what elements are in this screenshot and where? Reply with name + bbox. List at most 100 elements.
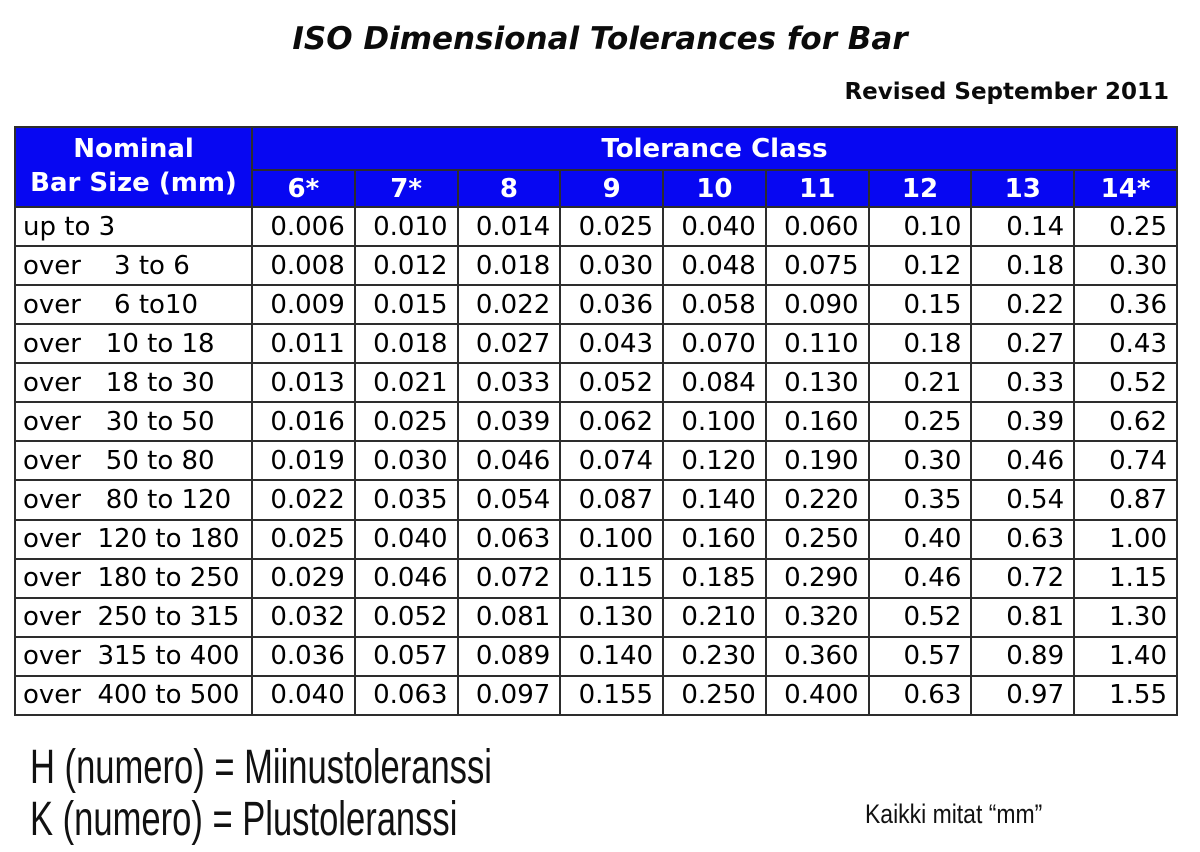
value-cell: 0.57 bbox=[867, 635, 973, 677]
value-cell: 0.30 bbox=[867, 440, 973, 482]
class-header-row: 6* 7* 8 9 10 11 12 13 14* bbox=[15, 169, 1178, 208]
table-row: over 80 to 120 0.022 0.035 0.054 0.087 0.140 0… bbox=[14, 479, 1178, 521]
value-cell: 0.30 bbox=[1073, 245, 1178, 287]
value-cell: 0.52 bbox=[1073, 362, 1178, 404]
table-row: over 180 to 250 0.029 0.046 0.072 0.115 0.185… bbox=[14, 557, 1178, 599]
value-cell: 0.81 bbox=[970, 596, 1076, 638]
value-cell: 0.63 bbox=[867, 674, 973, 717]
value-cell: 0.33 bbox=[970, 362, 1076, 404]
value-cell: 0.052 bbox=[559, 362, 665, 404]
nominal-header-line1: Nominal bbox=[73, 134, 194, 165]
size-cell: over 250 to 315 bbox=[14, 596, 253, 638]
value-cell: 0.14 bbox=[970, 205, 1076, 248]
size-cell: over 400 to 500 bbox=[14, 674, 253, 717]
value-cell: 0.043 bbox=[559, 323, 665, 365]
value-cell: 0.36 bbox=[1073, 284, 1178, 326]
value-cell: 0.62 bbox=[1073, 401, 1178, 443]
value-cell: 0.43 bbox=[1073, 323, 1178, 365]
value-cell: 1.15 bbox=[1073, 557, 1178, 599]
value-cell: 0.18 bbox=[867, 323, 973, 365]
value-cell: 0.10 bbox=[867, 205, 973, 248]
size-cell: over 180 to 250 bbox=[14, 557, 253, 599]
value-cell: 0.18 bbox=[970, 245, 1076, 287]
value-cell: 0.030 bbox=[559, 245, 665, 287]
value-cell: 0.018 bbox=[353, 323, 459, 365]
value-cell: 0.63 bbox=[970, 518, 1076, 560]
tolerance-table: Nominal Bar Size (mm) Tolerance Class 6*… bbox=[14, 126, 1178, 717]
table-row: over 18 to 30 0.013 0.021 0.033 0.052 0.084 0.… bbox=[14, 362, 1178, 404]
value-cell: 0.057 bbox=[353, 635, 459, 677]
value-cell: 0.027 bbox=[456, 323, 562, 365]
size-cell: over 315 to 400 bbox=[14, 635, 253, 677]
table-row: over 250 to 315 0.032 0.052 0.081 0.130 0.210… bbox=[14, 596, 1178, 638]
value-cell: 0.12 bbox=[867, 245, 973, 287]
value-cell: 0.014 bbox=[456, 205, 562, 248]
value-cell: 0.160 bbox=[764, 401, 870, 443]
value-cell: 0.220 bbox=[764, 479, 870, 521]
table-row: over 10 to 18 0.011 0.018 0.027 0.043 0.070 0.… bbox=[14, 323, 1178, 365]
value-cell: 0.040 bbox=[251, 674, 356, 717]
value-cell: 0.39 bbox=[970, 401, 1076, 443]
value-cell: 0.054 bbox=[456, 479, 562, 521]
value-cell: 0.048 bbox=[662, 245, 767, 287]
revision-note: Revised September 2011 bbox=[844, 79, 1169, 105]
value-cell: 0.22 bbox=[970, 284, 1076, 326]
value-cell: 0.063 bbox=[456, 518, 562, 560]
value-cell: 1.00 bbox=[1073, 518, 1178, 560]
value-cell: 0.89 bbox=[970, 635, 1076, 677]
value-cell: 0.009 bbox=[251, 284, 356, 326]
value-cell: 0.230 bbox=[662, 635, 767, 677]
value-cell: 0.019 bbox=[251, 440, 356, 482]
size-cell: up to 3 bbox=[14, 205, 253, 248]
value-cell: 0.72 bbox=[970, 557, 1076, 599]
value-cell: 0.160 bbox=[662, 518, 767, 560]
class-header-7star: 7* bbox=[353, 169, 459, 208]
value-cell: 0.100 bbox=[559, 518, 665, 560]
size-cell: over 120 to 180 bbox=[14, 518, 253, 560]
value-cell: 0.021 bbox=[353, 362, 459, 404]
value-cell: 0.46 bbox=[970, 440, 1076, 482]
value-cell: 0.155 bbox=[559, 674, 665, 717]
nominal-bar-size-header: Nominal Bar Size (mm) bbox=[14, 126, 253, 208]
value-cell: 0.035 bbox=[353, 479, 459, 521]
value-cell: 0.012 bbox=[353, 245, 459, 287]
value-cell: 0.25 bbox=[1073, 205, 1178, 248]
class-header-12: 12 bbox=[867, 169, 973, 208]
value-cell: 0.21 bbox=[867, 362, 973, 404]
value-cell: 0.140 bbox=[559, 635, 665, 677]
value-cell: 0.040 bbox=[353, 518, 459, 560]
value-cell: 0.052 bbox=[353, 596, 459, 638]
value-cell: 0.018 bbox=[456, 245, 562, 287]
value-cell: 0.15 bbox=[867, 284, 973, 326]
value-cell: 0.070 bbox=[662, 323, 767, 365]
size-cell: over 10 to 18 bbox=[14, 323, 253, 365]
value-cell: 0.036 bbox=[559, 284, 665, 326]
value-cell: 0.97 bbox=[970, 674, 1076, 717]
header-row-top: Nominal Bar Size (mm) Tolerance Class bbox=[14, 126, 1178, 208]
table-row: up to 3 0.006 0.010 0.014 0.025 0.040 0.060 0.1… bbox=[14, 205, 1178, 248]
value-cell: 0.320 bbox=[764, 596, 870, 638]
value-cell: 0.35 bbox=[867, 479, 973, 521]
nominal-header-line2: Bar Size (mm) bbox=[30, 168, 237, 198]
value-cell: 0.360 bbox=[764, 635, 870, 677]
value-cell: 0.029 bbox=[251, 557, 356, 599]
value-cell: 0.039 bbox=[456, 401, 562, 443]
value-cell: 0.27 bbox=[970, 323, 1076, 365]
value-cell: 0.210 bbox=[662, 596, 767, 638]
value-cell: 0.011 bbox=[251, 323, 356, 365]
value-cell: 0.130 bbox=[764, 362, 870, 404]
value-cell: 1.30 bbox=[1073, 596, 1178, 638]
value-cell: 0.025 bbox=[251, 518, 356, 560]
value-cell: 0.025 bbox=[559, 205, 665, 248]
value-cell: 0.87 bbox=[1073, 479, 1178, 521]
value-cell: 0.022 bbox=[251, 479, 356, 521]
tolerance-class-header: Tolerance Class bbox=[251, 126, 1178, 171]
value-cell: 0.006 bbox=[251, 205, 356, 248]
value-cell: 0.075 bbox=[764, 245, 870, 287]
table-row: over 120 to 180 0.025 0.040 0.063 0.100 0.160… bbox=[14, 518, 1178, 560]
value-cell: 0.25 bbox=[867, 401, 973, 443]
value-cell: 0.025 bbox=[353, 401, 459, 443]
value-cell: 0.115 bbox=[559, 557, 665, 599]
size-cell: over 80 to 120 bbox=[14, 479, 253, 521]
value-cell: 0.250 bbox=[662, 674, 767, 717]
